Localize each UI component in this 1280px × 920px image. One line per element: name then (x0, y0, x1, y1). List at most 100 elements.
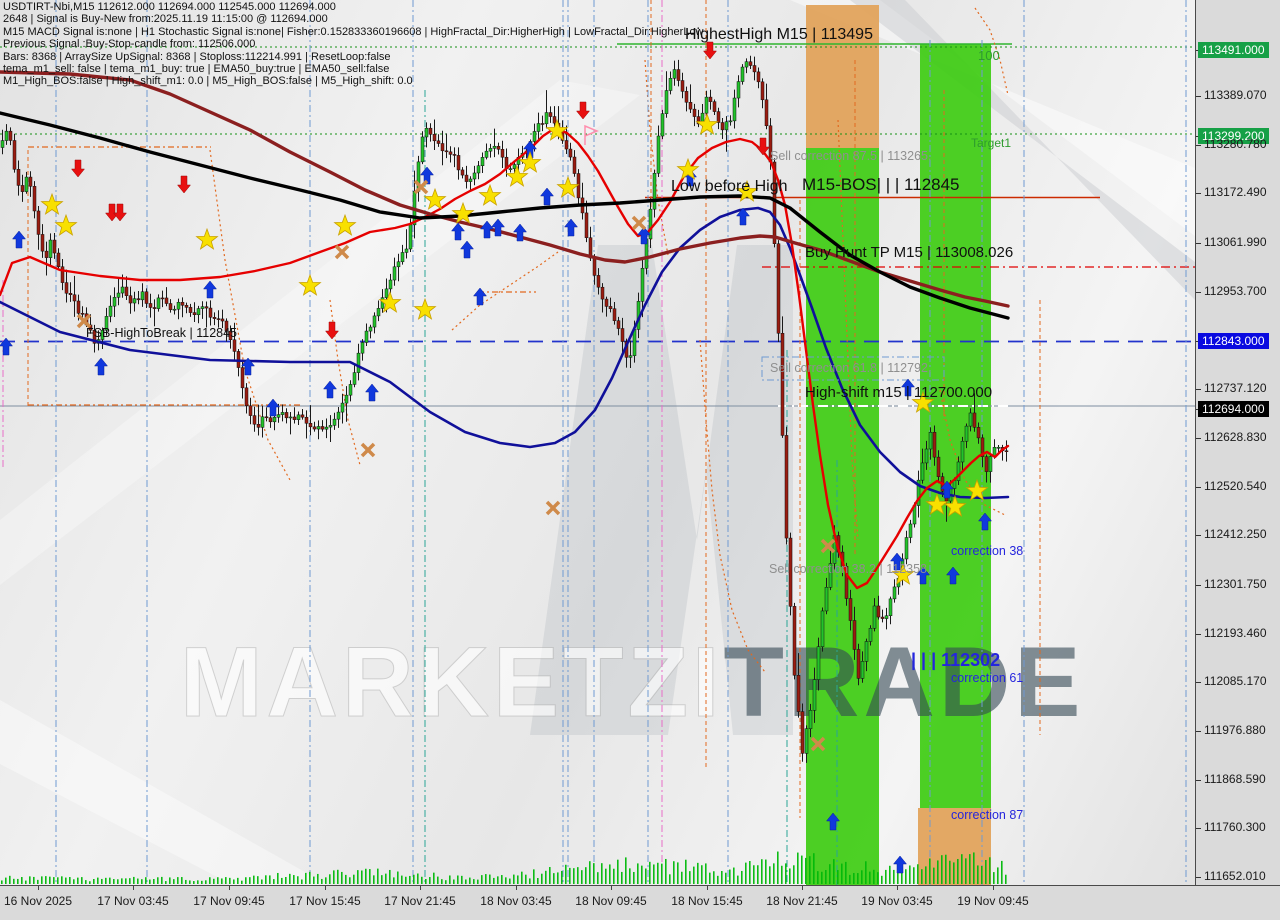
buy-arrow-icon (512, 223, 528, 242)
price-axis[interactable]: 113491.000 113389.070 113299.200 113280.780… (1195, 0, 1280, 885)
candle-body (80, 313, 85, 315)
candle-body (120, 286, 125, 294)
volume-bar (397, 871, 399, 884)
volume-bar (669, 874, 671, 884)
volume-bar (913, 867, 915, 884)
volume-bar (589, 861, 591, 884)
price-tick (1196, 828, 1201, 829)
volume-bar (117, 879, 119, 884)
volume-bar (585, 867, 587, 884)
volume-bar (205, 880, 207, 884)
candle-body (872, 605, 877, 629)
candle-body (116, 292, 121, 298)
candle-body (608, 306, 613, 309)
candle-body (296, 414, 301, 420)
volume-bar (301, 879, 303, 884)
volume-bar (29, 876, 31, 884)
volume-bar (569, 867, 571, 884)
candle-body (756, 71, 761, 83)
volume-bar (933, 867, 935, 884)
candle-body (300, 414, 305, 418)
candle-body (212, 317, 217, 319)
volume-bar (629, 868, 631, 884)
candle-body (812, 679, 817, 711)
volume-bar (957, 858, 959, 884)
candle-body (852, 620, 857, 650)
candle-body (340, 402, 345, 413)
candle-body (616, 320, 621, 329)
candle-body (904, 537, 909, 560)
volume-bar (433, 872, 435, 884)
sell-arrow-icon (176, 175, 192, 194)
time-axis[interactable]: 16 Nov 2025 17 Nov 03:45 17 Nov 09:45 17 No… (0, 885, 1280, 920)
candle-body (140, 291, 145, 301)
price-label: 113389.070 (1204, 88, 1267, 102)
price-label: 112412.250 (1204, 527, 1267, 541)
volume-bar (213, 878, 215, 884)
volume-bar (729, 869, 731, 884)
buy-arrow-icon (364, 383, 380, 402)
candle-body (104, 316, 109, 331)
volume-bar (493, 877, 495, 884)
volume-bar (717, 875, 719, 884)
navy-ma-line (0, 206, 1010, 500)
volume-bar (521, 871, 523, 884)
sell-arrow-icon (575, 101, 591, 120)
volume-bar (873, 869, 875, 884)
candle-body (884, 615, 889, 619)
correction-61-label: correction 61 (951, 671, 1024, 685)
volume-bar (609, 864, 611, 884)
black-ma-line (0, 111, 1010, 320)
price-tick (1196, 292, 1201, 293)
candle-body (988, 456, 993, 472)
candle-body (480, 157, 485, 167)
candle-body (928, 432, 933, 450)
candle-body (704, 96, 709, 114)
price-badge: 112843.000 (1198, 333, 1269, 349)
buy-arrow-icon (11, 230, 27, 249)
candle-body (568, 148, 573, 158)
volume-bar (145, 877, 147, 884)
candle-body (696, 116, 701, 125)
candle-body (184, 305, 189, 308)
candle-body (916, 479, 921, 506)
buy-arrow-icon (450, 222, 466, 241)
volume-bar (1, 880, 3, 884)
candle-body (776, 243, 781, 334)
candle-body (352, 372, 357, 385)
volume-bar (513, 874, 515, 884)
volume-bar (613, 868, 615, 884)
candle-body (64, 282, 69, 294)
volume-bar (329, 874, 331, 884)
target1-label: Target1 (971, 136, 1012, 150)
volume-bar (165, 881, 167, 884)
volume-bar (465, 879, 467, 884)
candle-body (716, 111, 721, 123)
volume-bar (377, 868, 379, 884)
volume-bar (605, 868, 607, 884)
volume-bar (133, 876, 135, 884)
volume-bar (573, 868, 575, 884)
buy-arrow-icon (945, 566, 961, 585)
candle-body (532, 131, 537, 142)
star-signal-icon (478, 183, 502, 206)
volume-bar (169, 877, 171, 884)
volume-bar (93, 878, 95, 884)
candle-body (864, 641, 869, 662)
volume-bar (101, 878, 103, 884)
sell-arrow-icon (70, 159, 86, 178)
cross-signal-icon (413, 179, 429, 195)
volume-bar (261, 879, 263, 884)
volume-bar (153, 879, 155, 884)
buy-arrow-icon (419, 166, 435, 185)
candle-body (736, 81, 741, 99)
moving-averages (0, 70, 1010, 590)
volume-bar (953, 862, 955, 884)
buy-arrow-icon (240, 357, 256, 376)
buy-arrow-icon (900, 378, 916, 397)
volume-bar (157, 877, 159, 884)
star-signal-icon (413, 297, 437, 320)
volume-bar (769, 866, 771, 884)
candle-body (316, 426, 321, 430)
